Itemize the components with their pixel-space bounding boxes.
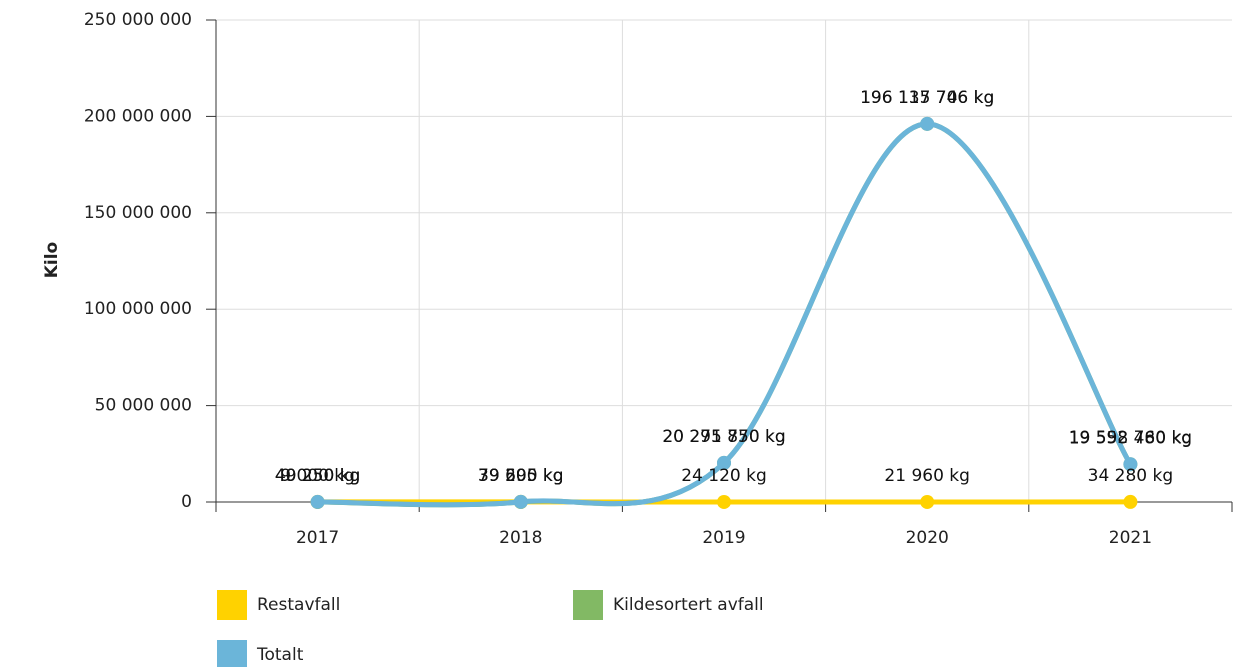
x-tick-label: 2018	[499, 528, 542, 548]
x-tick-label: 2017	[296, 528, 339, 548]
series-line	[317, 121, 1133, 508]
legend-label: Kildesortert avfall	[613, 595, 764, 615]
legend-swatch	[217, 590, 247, 620]
y-tick-label: 250 000 000	[84, 10, 192, 30]
data-label: 39 505 kg	[478, 466, 564, 486]
y-tick-label: 150 000 000	[84, 203, 192, 223]
data-label: 49 250 kg	[275, 466, 361, 486]
y-tick-label: 50 000 000	[95, 396, 192, 416]
point	[717, 494, 731, 509]
legend-swatch	[217, 640, 247, 667]
data-label: 19 558 480 kg	[1069, 428, 1192, 448]
data-label: 34 280 kg	[1088, 466, 1174, 486]
y-tick-label: 200 000 000	[84, 106, 192, 126]
data-label: 20 271 750 kg	[662, 427, 785, 447]
data-label: 40 250 kg	[275, 466, 361, 486]
y-axis-title: Kilo	[42, 242, 62, 279]
point	[513, 494, 528, 509]
legend-swatch	[573, 590, 603, 620]
point	[920, 116, 935, 131]
point	[310, 494, 325, 509]
data-label: 20 295 870 kg	[662, 427, 785, 447]
data-label: 9 000 kg	[280, 466, 355, 486]
point	[717, 455, 731, 470]
data-label: 196 115 746 kg	[860, 88, 994, 108]
point	[1123, 494, 1138, 509]
data-label: 19 592 760 kg	[1069, 428, 1192, 448]
data-label: 21 960 kg	[884, 466, 970, 486]
y-tick-label: 0	[181, 492, 192, 512]
x-tick-label: 2019	[702, 528, 745, 548]
data-label: 39 695 kg	[478, 466, 564, 486]
x-tick-label: 2021	[1109, 528, 1152, 548]
legend-label: Totalt	[256, 645, 304, 665]
data-label: 24 120 kg	[681, 466, 767, 486]
legend-label: Restavfall	[257, 595, 340, 615]
x-tick-label: 2020	[906, 528, 949, 548]
series-line	[317, 121, 1133, 508]
data-label: 196 137 706 kg	[860, 88, 994, 108]
point	[1123, 457, 1138, 472]
data-label: 79 200 kg	[478, 466, 564, 486]
y-tick-label: 100 000 000	[84, 299, 192, 319]
point	[920, 494, 935, 509]
